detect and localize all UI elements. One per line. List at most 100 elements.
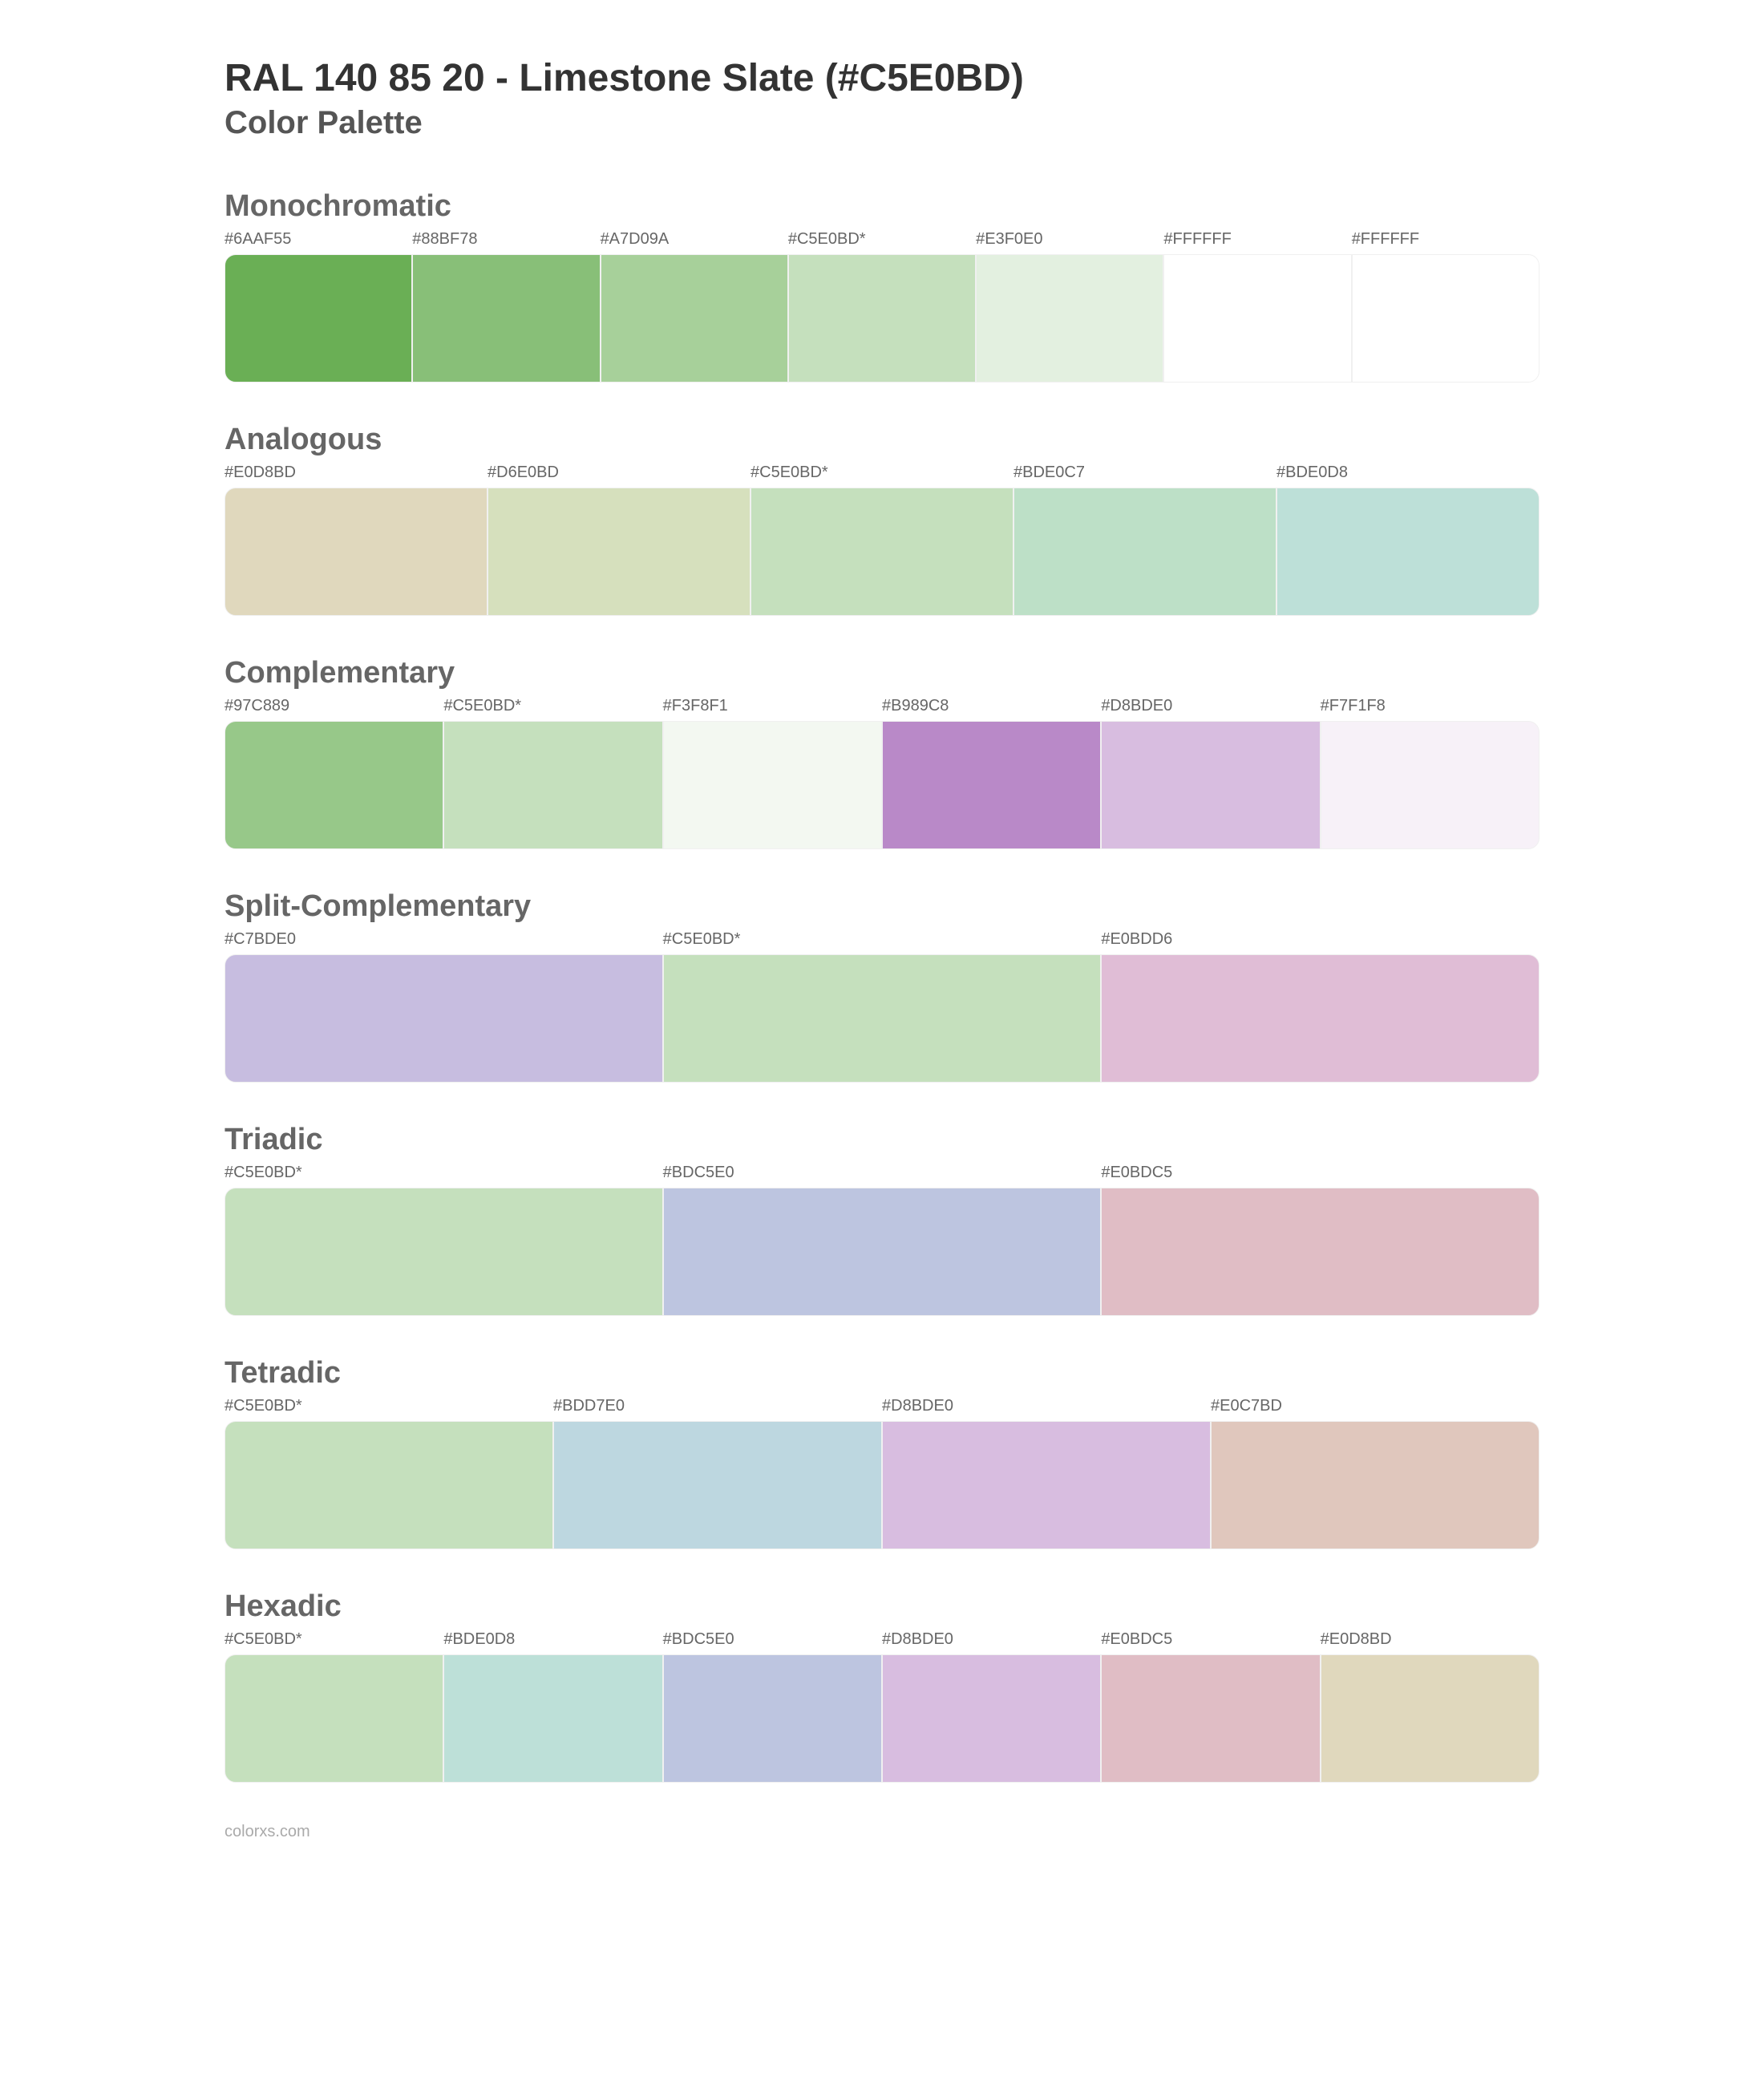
color-swatch[interactable]: #C5E0BD* (225, 1397, 553, 1549)
swatch-color (1276, 488, 1539, 616)
swatch-label: #88BF78 (412, 230, 600, 249)
swatch-label: #E0D8BD (225, 464, 488, 483)
swatch-color (1101, 1654, 1320, 1783)
swatch-row: #C7BDE0#C5E0BD*#E0BDD6 (225, 930, 1539, 1083)
swatch-color (882, 721, 1101, 849)
swatch-label: #FFFFFF (1163, 230, 1351, 249)
palette-section: Analogous#E0D8BD#D6E0BD#C5E0BD*#BDE0C7#B… (225, 423, 1539, 616)
swatch-color (1352, 254, 1539, 383)
swatch-label: #C5E0BD* (225, 1630, 443, 1650)
color-swatch[interactable]: #97C889 (225, 697, 443, 849)
swatch-color (225, 1421, 553, 1549)
swatch-color (751, 488, 1013, 616)
swatch-label: #BDE0C7 (1013, 464, 1276, 483)
swatch-label: #E0C7BD (1211, 1397, 1539, 1416)
color-swatch[interactable]: #F3F8F1 (663, 697, 882, 849)
color-swatch[interactable]: #D8BDE0 (882, 1397, 1211, 1549)
palette-section: Complementary #97C889#C5E0BD*#F3F8F1#B989… (225, 656, 1539, 849)
color-swatch[interactable]: #E0D8BD (225, 464, 488, 616)
palette-section: Monochromatic#6AAF55#88BF78#A7D09A#C5E0B… (225, 189, 1539, 383)
page-subtitle: Color Palette (225, 105, 1539, 141)
color-swatch[interactable]: #E0BDD6 (1101, 930, 1539, 1083)
color-swatch[interactable]: #BDD7E0 (553, 1397, 882, 1549)
swatch-color (443, 721, 662, 849)
swatch-color (225, 488, 488, 616)
color-swatch[interactable]: #BDC5E0 (663, 1164, 1102, 1316)
swatch-label: #F7F1F8 (1321, 697, 1539, 716)
color-swatch[interactable]: #D8BDE0 (882, 1630, 1101, 1783)
swatch-label: #B989C8 (882, 697, 1101, 716)
color-swatch[interactable]: #BDC5E0 (663, 1630, 882, 1783)
swatch-label: #C5E0BD* (751, 464, 1013, 483)
palette-section: Hexadic #C5E0BD*#BDE0D8#BDC5E0#D8BDE0#E0B… (225, 1589, 1539, 1783)
swatch-color (488, 488, 751, 616)
swatch-color (412, 254, 600, 383)
swatch-label: #D8BDE0 (882, 1630, 1101, 1650)
color-swatch[interactable]: #C5E0BD* (225, 1164, 663, 1316)
color-swatch[interactable]: #C5E0BD* (788, 230, 976, 383)
swatch-color (1163, 254, 1351, 383)
swatch-color (663, 721, 882, 849)
color-swatch[interactable]: #D8BDE0 (1101, 697, 1320, 849)
color-swatch[interactable]: #FFFFFF (1163, 230, 1351, 383)
color-swatch[interactable]: #A7D09A (601, 230, 788, 383)
section-title: Complementary (225, 656, 1539, 690)
swatch-color (663, 1654, 882, 1783)
color-swatch[interactable]: #BDE0D8 (443, 1630, 662, 1783)
color-swatch[interactable]: #E3F0E0 (976, 230, 1163, 383)
color-swatch[interactable]: #C5E0BD* (663, 930, 1102, 1083)
color-swatch[interactable]: #C7BDE0 (225, 930, 663, 1083)
color-swatch[interactable]: #6AAF55 (225, 230, 412, 383)
swatch-label: #E0BDD6 (1101, 930, 1539, 949)
color-swatch[interactable]: #88BF78 (412, 230, 600, 383)
swatch-color (225, 254, 412, 383)
color-swatch[interactable]: #BDE0C7 (1013, 464, 1276, 616)
color-swatch[interactable]: #FFFFFF (1352, 230, 1539, 383)
swatch-label: #C5E0BD* (788, 230, 976, 249)
color-swatch[interactable]: #E0BDC5 (1101, 1630, 1320, 1783)
swatch-row: #6AAF55#88BF78#A7D09A#C5E0BD*#E3F0E0#FFF… (225, 230, 1539, 383)
swatch-label: #A7D09A (601, 230, 788, 249)
header: RAL 140 85 20 - Limestone Slate (#C5E0BD… (225, 56, 1539, 141)
swatch-label: #C5E0BD* (443, 697, 662, 716)
palette-section: Tetradic #C5E0BD*#BDD7E0#D8BDE0#E0C7BD (225, 1356, 1539, 1549)
section-title: Split-Complementary (225, 889, 1539, 924)
swatch-label: #D8BDE0 (1101, 697, 1320, 716)
color-swatch[interactable]: #BDE0D8 (1276, 464, 1539, 616)
color-swatch[interactable]: #E0BDC5 (1101, 1164, 1539, 1316)
swatch-color (553, 1421, 882, 1549)
palette-section: Triadic#C5E0BD*#BDC5E0#E0BDC5 (225, 1123, 1539, 1316)
swatch-label: #E0BDC5 (1101, 1164, 1539, 1183)
color-swatch[interactable]: #C5E0BD* (225, 1630, 443, 1783)
swatch-label: #E0BDC5 (1101, 1630, 1320, 1650)
palette-sections: Monochromatic#6AAF55#88BF78#A7D09A#C5E0B… (225, 189, 1539, 1783)
section-title: Hexadic (225, 1589, 1539, 1624)
swatch-color (443, 1654, 662, 1783)
swatch-label: #FFFFFF (1352, 230, 1539, 249)
swatch-label: #C5E0BD* (663, 930, 1102, 949)
color-swatch[interactable]: #C5E0BD* (751, 464, 1013, 616)
swatch-color (225, 1188, 663, 1316)
swatch-label: #BDE0D8 (443, 1630, 662, 1650)
page-title: RAL 140 85 20 - Limestone Slate (#C5E0BD… (225, 56, 1539, 100)
color-swatch[interactable]: #C5E0BD* (443, 697, 662, 849)
color-swatch[interactable]: #F7F1F8 (1321, 697, 1539, 849)
swatch-color (663, 954, 1102, 1083)
swatch-color (663, 1188, 1102, 1316)
swatch-label: #BDD7E0 (553, 1397, 882, 1416)
swatch-color (225, 954, 663, 1083)
swatch-label: #D8BDE0 (882, 1397, 1211, 1416)
swatch-color (1101, 721, 1320, 849)
color-swatch[interactable]: #E0D8BD (1321, 1630, 1539, 1783)
color-swatch[interactable]: #B989C8 (882, 697, 1101, 849)
swatch-color (882, 1654, 1101, 1783)
swatch-label: #F3F8F1 (663, 697, 882, 716)
section-title: Tetradic (225, 1356, 1539, 1391)
swatch-color (1101, 1188, 1539, 1316)
swatch-label: #D6E0BD (488, 464, 751, 483)
color-swatch[interactable]: #E0C7BD (1211, 1397, 1539, 1549)
swatch-label: #97C889 (225, 697, 443, 716)
swatch-color (1321, 721, 1539, 849)
color-swatch[interactable]: #D6E0BD (488, 464, 751, 616)
palette-section: Split-Complementary #C7BDE0#C5E0BD*#E0BDD… (225, 889, 1539, 1083)
